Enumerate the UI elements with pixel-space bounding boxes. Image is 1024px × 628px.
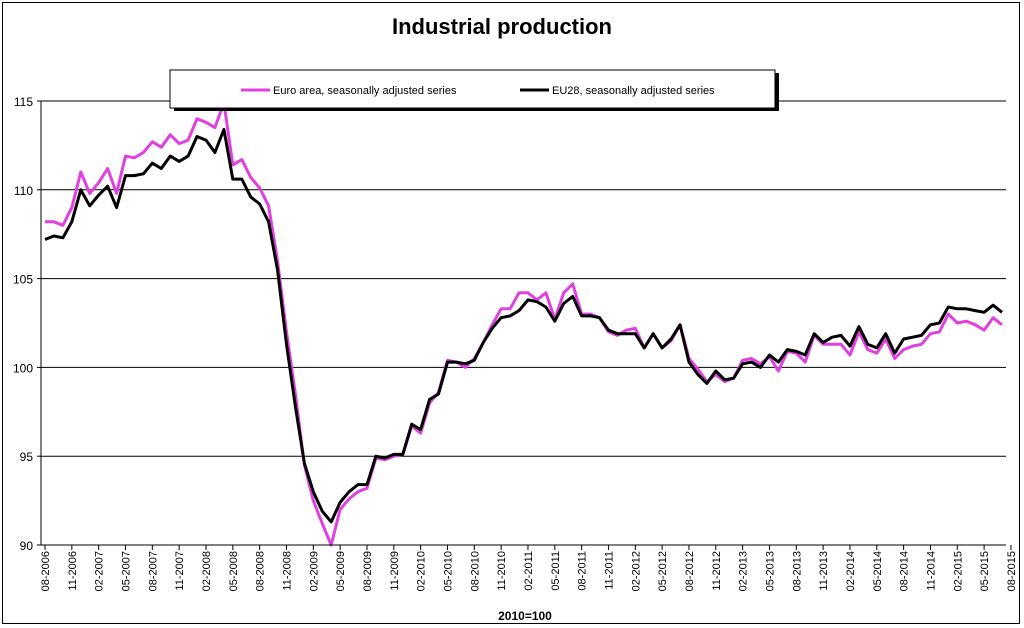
x-tick-label: 05-2014 [872, 551, 884, 591]
y-tick-label: 110 [14, 184, 33, 198]
x-tick-label: 11-2007 [174, 551, 186, 591]
x-tick-label: 11-2011 [603, 551, 615, 590]
x-tick-label: 02-2013 [738, 551, 750, 591]
x-tick-label: 11-2006 [67, 551, 79, 591]
x-tick-label: 08-2011 [577, 551, 589, 591]
x-tick-label: 11-2013 [818, 551, 830, 591]
series-lines [44, 101, 1003, 547]
x-tick-label: 05-2008 [228, 551, 240, 591]
x-tick-label: 11-2014 [925, 551, 937, 591]
x-tick-label: 11-2010 [496, 551, 508, 591]
series-line-eu28 [44, 127, 1003, 524]
legend-label-eu28: EU28, seasonally adjusted series [552, 85, 715, 97]
x-tick-label: 08-2014 [899, 551, 911, 591]
x-tick-label: 05-2010 [442, 551, 454, 591]
x-tick-label: 08-2009 [362, 551, 374, 591]
x-axis-label: 2010=100 [498, 609, 552, 623]
series-line-euro-area [45, 101, 1003, 547]
y-tick-label: 90 [20, 539, 34, 553]
x-tick-label: 02-2015 [952, 551, 964, 591]
x-tick-label: 05-2007 [120, 551, 132, 591]
x-tick-label: 02-2012 [630, 551, 642, 591]
y-tick-label: 105 [13, 273, 33, 287]
x-tick-label: 05-2009 [335, 551, 347, 591]
x-tick-label: 08-2012 [684, 551, 696, 591]
x-tick-label: 08-2008 [255, 551, 267, 591]
x-tick-label: 08-2006 [40, 551, 52, 591]
y-axis-tick-labels: 90 95 100 105 110 115 [13, 95, 33, 553]
x-tick-label: 02-2008 [201, 551, 213, 591]
y-tick-label: 95 [20, 450, 34, 464]
x-tick-label: 08-2010 [469, 551, 481, 591]
legend-box [169, 69, 776, 109]
x-tick-label: 02-2007 [94, 551, 106, 591]
x-tick-label: 05-2013 [764, 551, 776, 591]
x-tick-label: 02-2009 [308, 551, 320, 591]
x-tick-label: 08-2015 [1006, 551, 1018, 591]
x-tick-label: 08-2013 [791, 551, 803, 591]
x-tick-label: 11-2008 [281, 551, 293, 591]
x-tick-label: 08-2007 [147, 551, 159, 591]
y-tick-label: 115 [14, 95, 33, 109]
x-tick-label: 05-2015 [979, 551, 991, 591]
legend-label-euro-area: Euro area, seasonally adjusted series [273, 85, 457, 97]
legend: Euro area, seasonally adjusted series EU… [169, 69, 779, 111]
x-tick-label: 02-2010 [416, 551, 428, 591]
chart-title: Industrial production [392, 14, 612, 39]
x-tick-label: 05-2011 [550, 551, 562, 591]
x-tick-label: 02-2011 [523, 551, 535, 591]
grid-lines [37, 100, 1006, 546]
x-axis-tick-labels: 08-2006 11-2006 02-2007 05-2007 08-2007 11-20… [40, 545, 1018, 591]
x-tick-label: 11-2012 [711, 551, 723, 591]
x-tick-label: 11-2009 [389, 551, 401, 591]
x-tick-label: 02-2014 [845, 551, 857, 591]
y-tick-label: 100 [13, 361, 33, 375]
x-tick-label: 05-2012 [657, 551, 669, 591]
